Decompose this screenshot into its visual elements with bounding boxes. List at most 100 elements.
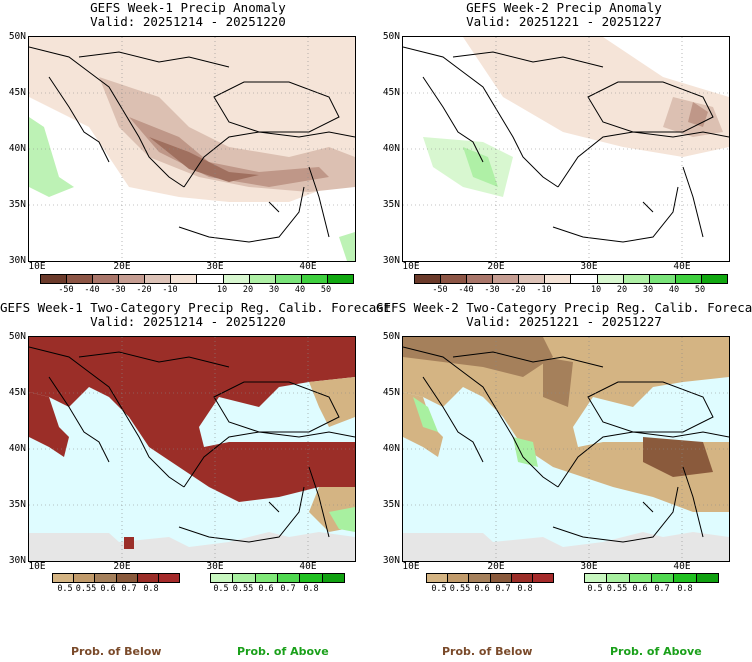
- colorbar-label: 0.6: [632, 584, 648, 594]
- lat-label: 30N: [8, 555, 26, 566]
- lat-label: 50N: [8, 331, 26, 342]
- lat-label: 40N: [382, 143, 400, 154]
- colorbar-label: 0.7: [121, 584, 137, 594]
- lon-label: 40E: [299, 261, 317, 272]
- colorbar-label: 20: [242, 285, 254, 295]
- prob-above-label: Prob. of Above: [610, 645, 702, 658]
- colorbar-label: 0.8: [143, 584, 159, 594]
- colorbar-label: -40: [458, 285, 474, 295]
- prob-above-colorbar: [210, 573, 345, 583]
- prob-below-label: Prob. of Below: [442, 645, 533, 658]
- lon-label: 10E: [402, 261, 420, 272]
- colorbar-label: -20: [136, 285, 152, 295]
- lon-label: 20E: [487, 561, 505, 572]
- colorbar-label: -30: [484, 285, 500, 295]
- anomaly-colorbar: [414, 274, 728, 284]
- colorbar-label: 30: [268, 285, 280, 295]
- lat-label: 30N: [8, 255, 26, 266]
- colorbar-label: 0.55: [232, 584, 254, 594]
- lat-label: 50N: [382, 331, 400, 342]
- lat-label: 35N: [8, 199, 26, 210]
- colorbar-label: 0.6: [474, 584, 490, 594]
- lat-label: 35N: [382, 199, 400, 210]
- colorbar-label: 0.8: [303, 584, 319, 594]
- precip-anomaly-map: [28, 36, 356, 262]
- lon-label: 30E: [580, 261, 598, 272]
- panel-title: GEFS Week-2 Precip Anomaly: [466, 0, 662, 15]
- lon-label: 20E: [113, 561, 131, 572]
- lon-label: 20E: [487, 261, 505, 272]
- colorbar-label: 0.8: [677, 584, 693, 594]
- colorbar-label: 50: [320, 285, 332, 295]
- lon-label: 10E: [28, 561, 46, 572]
- colorbar-label: -10: [162, 285, 178, 295]
- panel-title: GEFS Week-1 Precip Anomaly: [90, 0, 286, 15]
- colorbar-label: 0.6: [258, 584, 274, 594]
- lon-label: 10E: [402, 561, 420, 572]
- panel-title: GEFS Week-2 Two-Category Precip Reg. Cal…: [376, 300, 752, 315]
- lat-label: 45N: [382, 387, 400, 398]
- colorbar-label: -30: [110, 285, 126, 295]
- probability-map: [402, 336, 730, 562]
- lat-label: 45N: [8, 387, 26, 398]
- prob-above-label: Prob. of Above: [237, 645, 329, 658]
- colorbar-label: 0.7: [654, 584, 670, 594]
- colorbar-label: 50: [694, 285, 706, 295]
- panel-title: GEFS Week-1 Two-Category Precip Reg. Cal…: [0, 300, 392, 315]
- colorbar-label: 10: [590, 285, 602, 295]
- panel-week2-anomaly: GEFS Week-2 Precip Anomaly Valid: 202512…: [376, 0, 752, 300]
- colorbar-label: 0.7: [495, 584, 511, 594]
- panel-valid-dates: Valid: 20251214 - 20251220: [90, 14, 286, 29]
- colorbar-label: -50: [432, 285, 448, 295]
- prob-below-colorbar: [426, 573, 554, 583]
- lon-label: 30E: [206, 561, 224, 572]
- colorbar-label: -20: [510, 285, 526, 295]
- colorbar-label: 0.55: [75, 584, 97, 594]
- lat-label: 30N: [382, 255, 400, 266]
- colorbar-label: 0.5: [587, 584, 603, 594]
- colorbar-label: 0.55: [449, 584, 471, 594]
- colorbar-label: 0.6: [100, 584, 116, 594]
- lon-label: 30E: [206, 261, 224, 272]
- panel-valid-dates: Valid: 20251214 - 20251220: [90, 314, 286, 329]
- lat-label: 35N: [382, 499, 400, 510]
- lat-label: 40N: [8, 443, 26, 454]
- colorbar-label: -40: [84, 285, 100, 295]
- lon-label: 40E: [673, 261, 691, 272]
- prob-above-colorbar: [584, 573, 719, 583]
- panel-valid-dates: Valid: 20251221 - 20251227: [466, 14, 662, 29]
- lat-label: 50N: [8, 31, 26, 42]
- panel-week2-probability: GEFS Week-2 Two-Category Precip Reg. Cal…: [376, 300, 752, 600]
- lat-label: 50N: [382, 31, 400, 42]
- colorbar-label: 0.8: [517, 584, 533, 594]
- colorbar-label: 0.5: [213, 584, 229, 594]
- prob-below-colorbar: [52, 573, 180, 583]
- colorbar-label: 0.5: [431, 584, 447, 594]
- lat-label: 40N: [382, 443, 400, 454]
- lat-label: 45N: [8, 87, 26, 98]
- panel-valid-dates: Valid: 20251221 - 20251227: [466, 314, 662, 329]
- prob-below-label: Prob. of Below: [71, 645, 162, 658]
- colorbar-label: 20: [616, 285, 628, 295]
- colorbar-label: 40: [668, 285, 680, 295]
- colorbar-label: -50: [58, 285, 74, 295]
- colorbar-label: 0.55: [606, 584, 628, 594]
- lon-label: 20E: [113, 261, 131, 272]
- lat-label: 35N: [8, 499, 26, 510]
- colorbar-label: 30: [642, 285, 654, 295]
- colorbar-label: 0.5: [57, 584, 73, 594]
- panel-week1-probability: GEFS Week-1 Two-Category Precip Reg. Cal…: [0, 300, 392, 600]
- lon-label: 10E: [28, 261, 46, 272]
- colorbar-label: 10: [216, 285, 228, 295]
- precip-anomaly-map: [402, 36, 730, 262]
- lon-label: 30E: [580, 561, 598, 572]
- colorbar-label: 40: [294, 285, 306, 295]
- lat-label: 45N: [382, 87, 400, 98]
- anomaly-colorbar: [40, 274, 354, 284]
- colorbar-label: 0.7: [280, 584, 296, 594]
- lon-label: 40E: [673, 561, 691, 572]
- probability-map: [28, 336, 356, 562]
- lat-label: 40N: [8, 143, 26, 154]
- lat-label: 30N: [382, 555, 400, 566]
- panel-week1-anomaly: GEFS Week-1 Precip Anomaly Valid: 202512…: [0, 0, 376, 300]
